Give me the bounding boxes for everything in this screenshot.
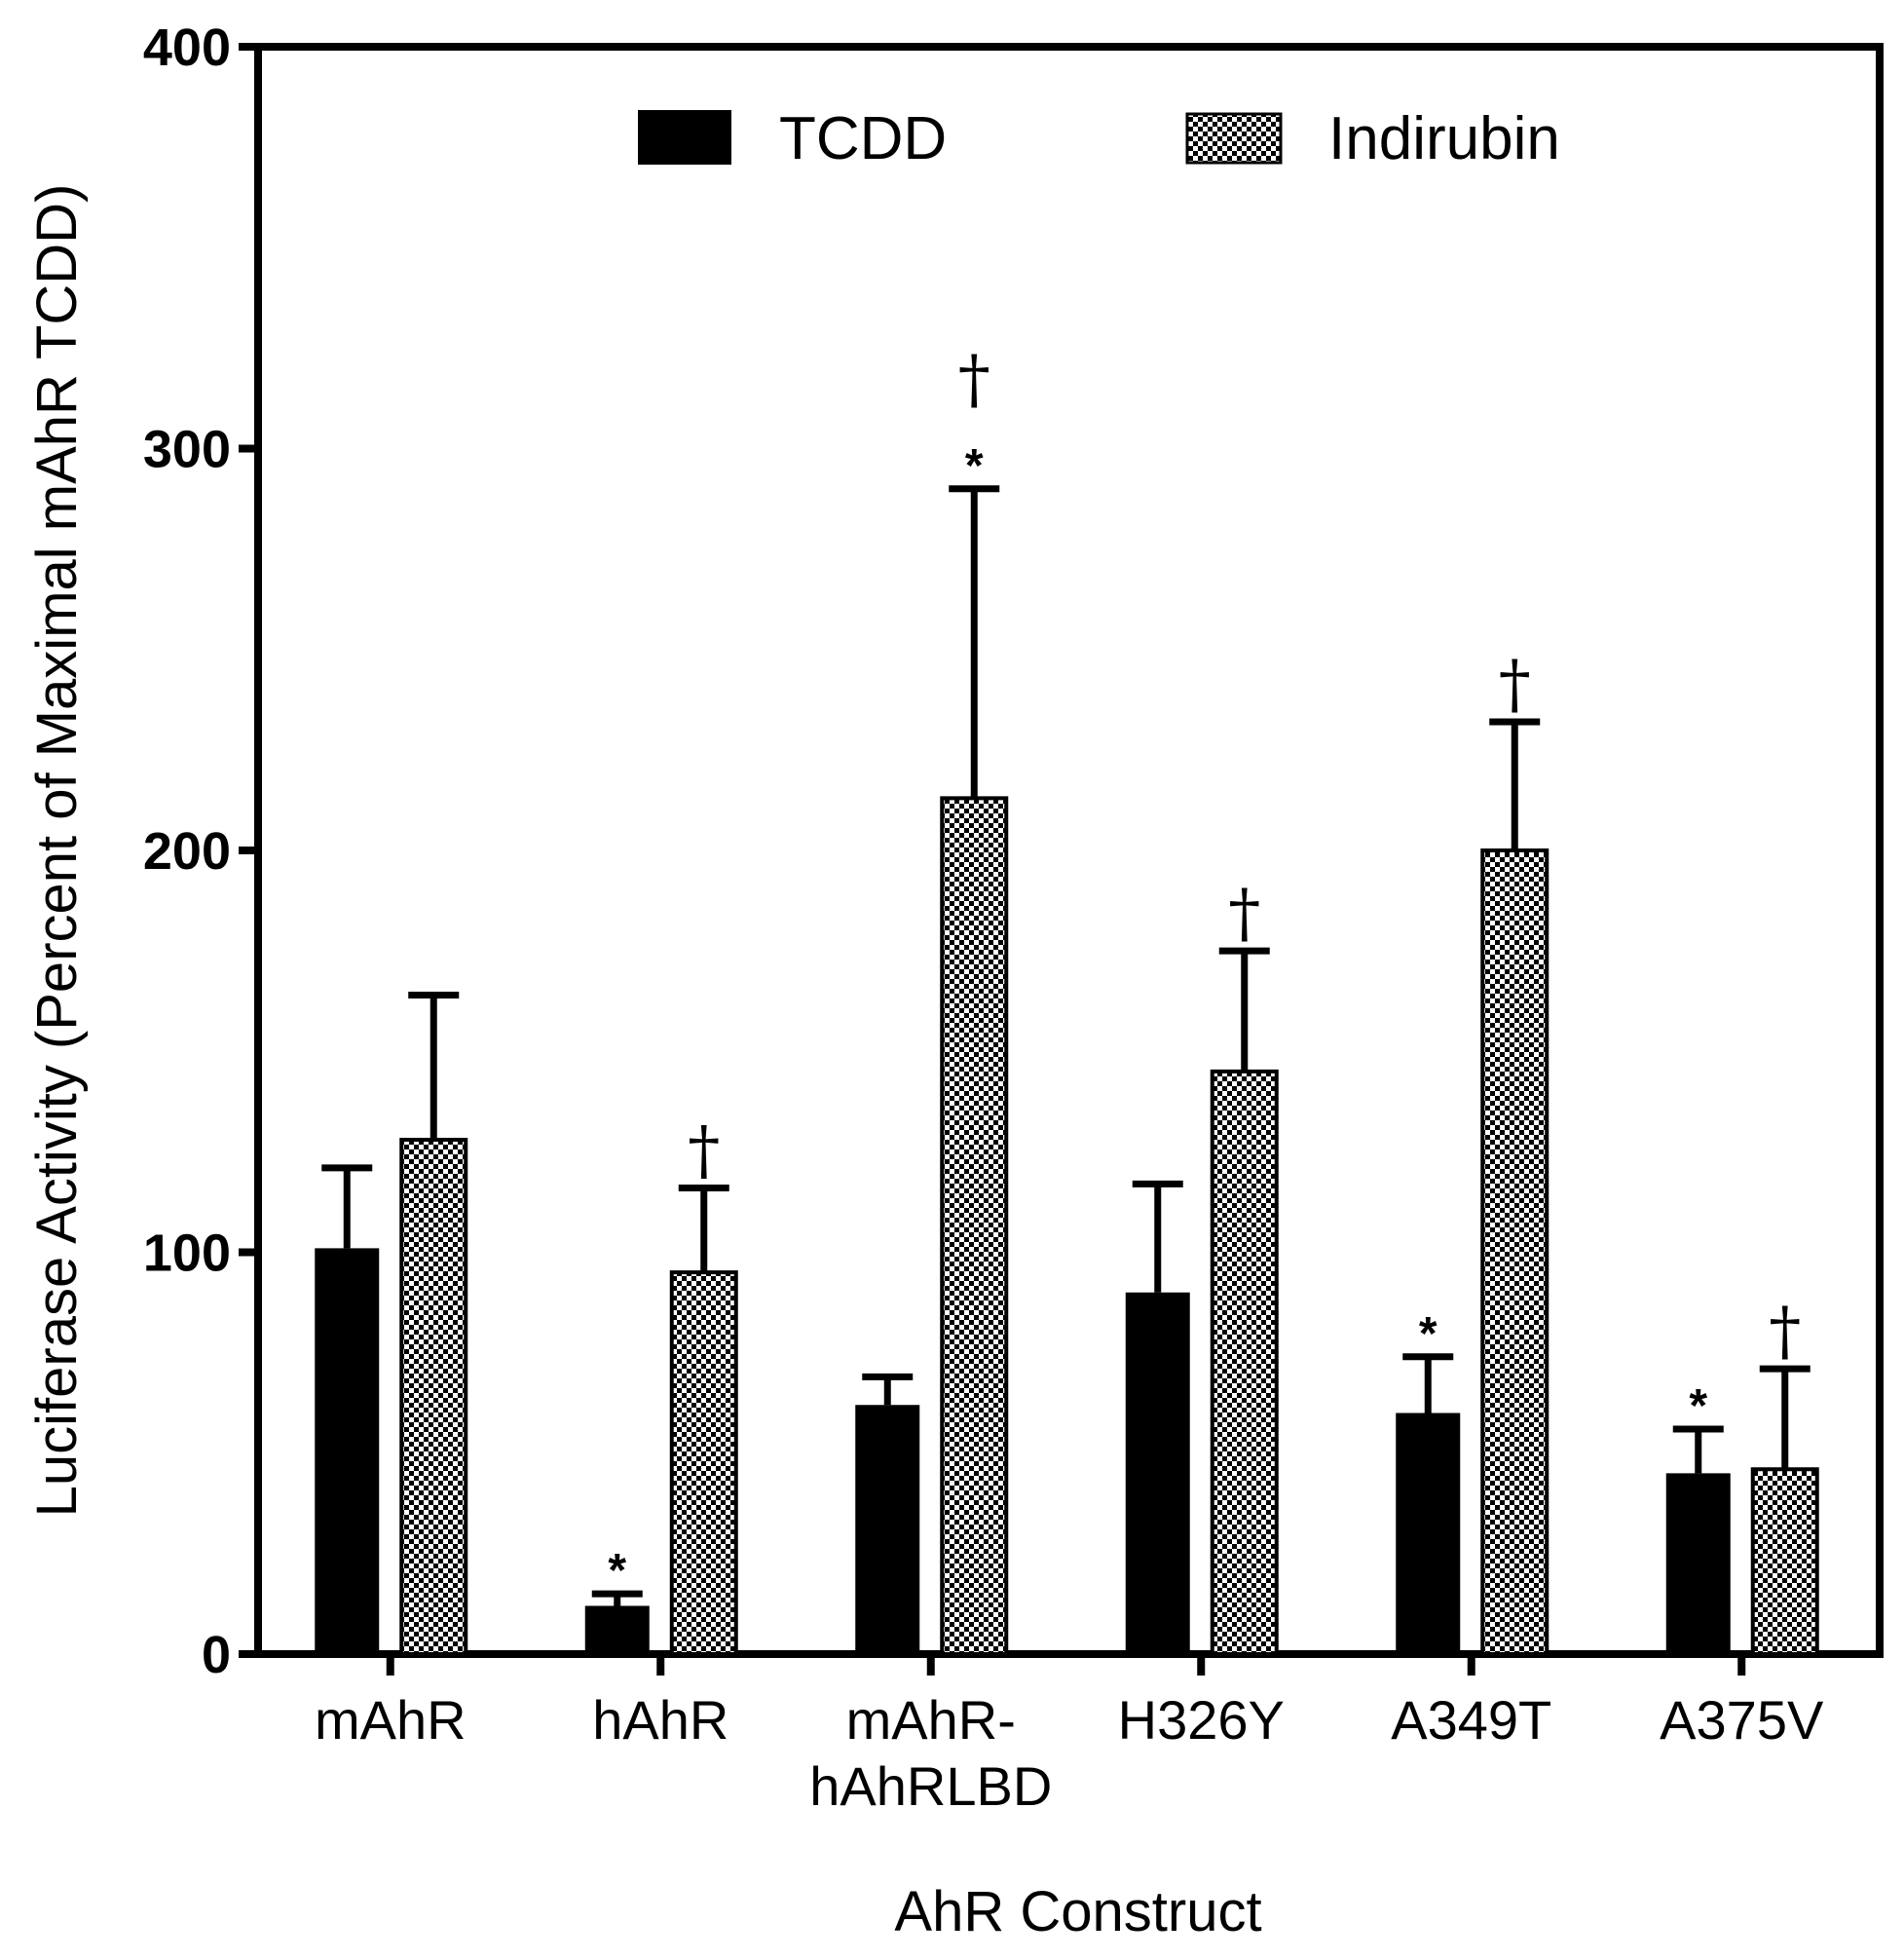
x-tick-label: mAhR- [846,1689,1016,1751]
x-tick-label: mAhR [315,1689,467,1751]
bar-indirubin [1750,1467,1819,1656]
legend: TCDD Indirubin [638,105,1560,172]
legend-label-indirubin: Indirubin [1328,105,1560,172]
bar-tcdd [1125,1292,1190,1654]
legend-swatch-indirubin [1185,112,1283,165]
significance-marks-group: * † * † † * † * † [608,342,1801,1597]
significance-dagger: † [958,342,990,417]
significance-dagger: † [688,1113,720,1188]
bar-tcdd [1396,1413,1461,1654]
legend-swatch-tcdd [638,110,731,165]
error-bars-group [321,485,1811,1606]
significance-dagger: † [1499,647,1531,722]
x-tick-label: hAhRLBD [809,1755,1052,1817]
x-tick-label: hAhR [592,1689,728,1751]
significance-asterisk: * [1419,1308,1437,1360]
bar-indirubin [940,796,1009,1656]
legend-label-tcdd: TCDD [779,105,947,172]
y-tick-label: 400 [143,19,231,77]
significance-asterisk: * [965,440,984,492]
bar-indirubin [1480,848,1549,1656]
significance-dagger: † [1228,876,1260,951]
y-tick-label: 200 [143,822,231,881]
x-axis-title: AhR Construct [894,1880,1261,1943]
x-tick-label: A375V [1660,1689,1824,1751]
bar-tcdd [855,1405,920,1654]
bar-indirubin [1210,1069,1279,1656]
bars-group [315,796,1819,1656]
x-axis: mAhR hAhR mAhR-hAhRLBD H326Y A349T A375V [315,1654,1824,1817]
y-axis: 0 100 200 300 400 [143,19,258,1684]
x-tick-label: A349T [1391,1689,1551,1751]
significance-asterisk: * [1689,1380,1707,1432]
plot-frame [254,43,1884,1658]
bar-tcdd [1665,1473,1731,1654]
x-tick-label: H326Y [1118,1689,1285,1751]
significance-asterisk: * [608,1545,626,1597]
y-tick-label: 300 [143,421,231,479]
bar-tcdd [315,1248,380,1654]
bar-tcdd [584,1605,650,1654]
significance-dagger: † [1769,1294,1801,1369]
y-tick-label: 0 [202,1626,231,1684]
bar-indirubin [669,1270,738,1656]
y-axis-title: Luciferase Activity (Percent of Maximal … [25,184,89,1518]
bar-indirubin [399,1138,468,1656]
y-tick-label: 100 [143,1224,231,1283]
